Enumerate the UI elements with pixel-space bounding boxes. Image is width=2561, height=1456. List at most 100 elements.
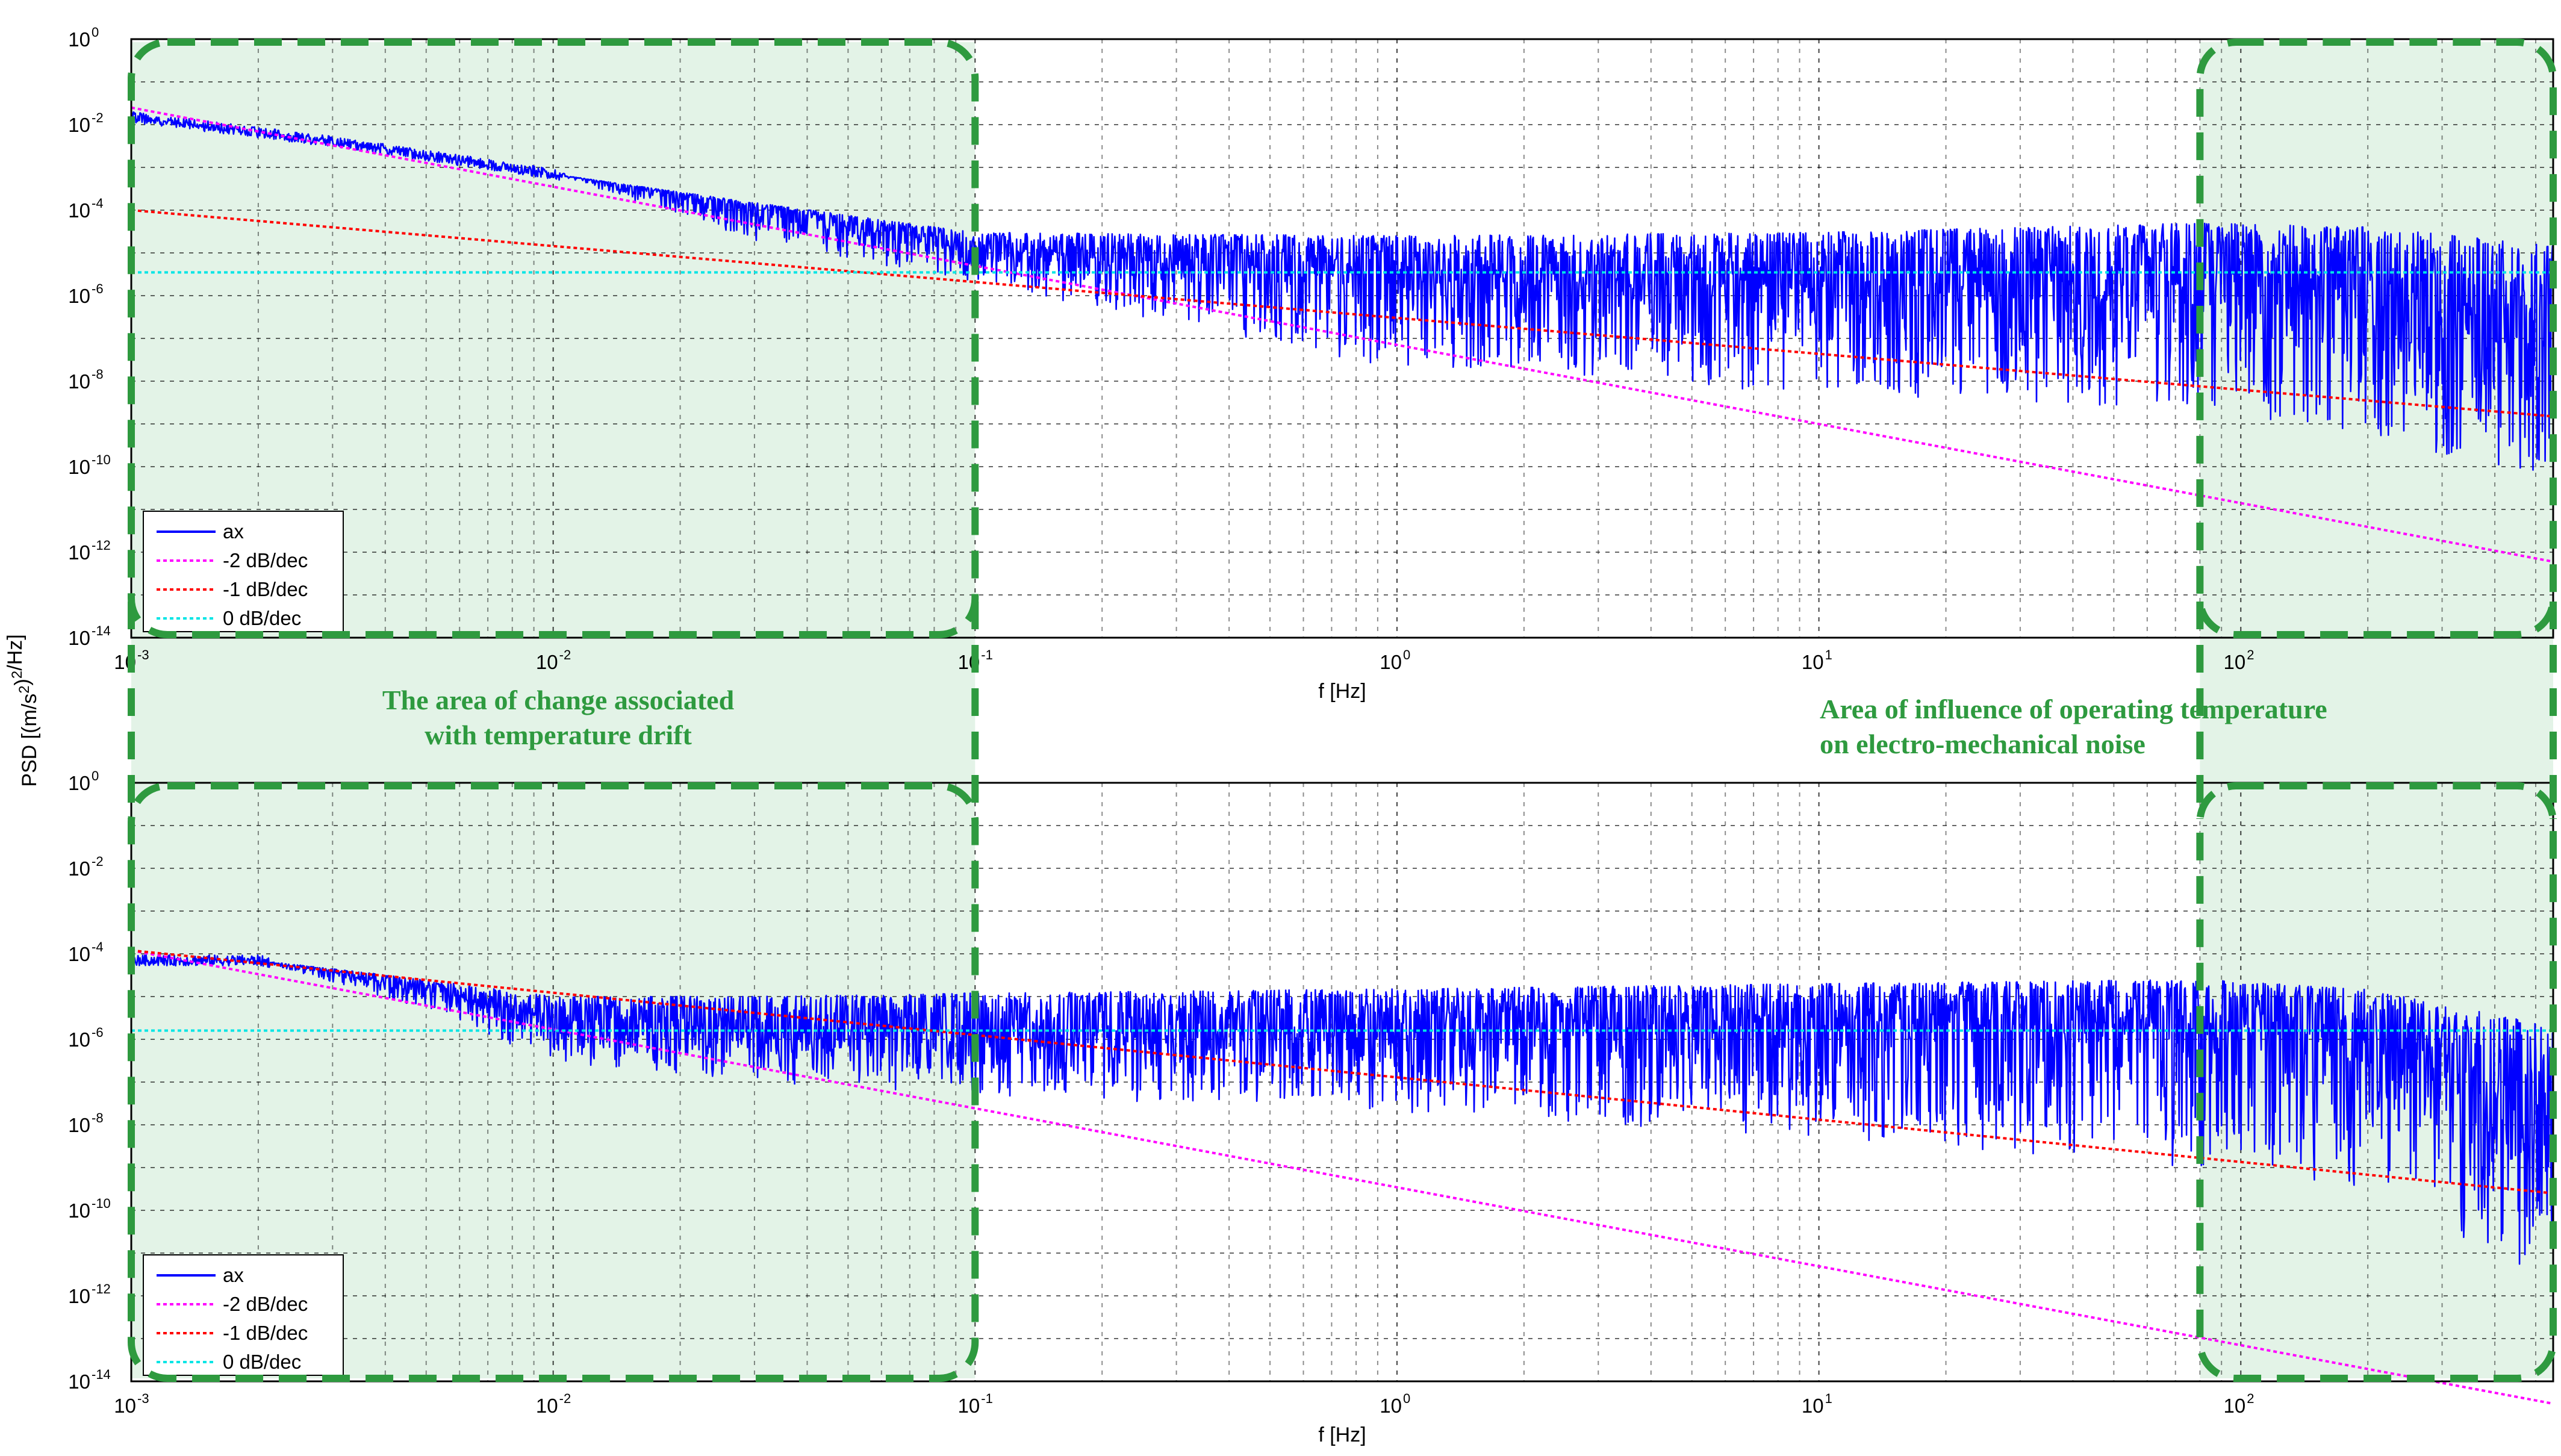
top-xtick-exp: 1 [1825,647,1832,662]
top-xtick-label: 10 1 [1802,647,1832,673]
bottom-xtick-exp: -2 [559,1391,571,1406]
top-legend: ax -2 dB/dec -1 dB/dec 0 dB/dec [143,511,344,632]
bottom-x-axis-label: f [Hz] [1318,1423,1366,1446]
top-ytick-base: 10 [68,541,90,564]
bottom-ytick-base: 10 [68,1114,90,1136]
bottom-xtick-exp: 2 [2247,1391,2254,1406]
bottom-legend-entry: -1 dB/dec [223,1322,308,1344]
top-xtick-exp: 0 [1403,647,1410,662]
top-ytick-exp: -2 [92,110,104,125]
bottom-legend-entry: ax [223,1264,244,1286]
bottom-legend-entry: 0 dB/dec [223,1351,301,1373]
top-ytick-exp: -12 [92,538,111,553]
bottom-xtick-base: 10 [2224,1395,2246,1417]
y-axis-label: PSD [(m/s2)2/Hz] [4,634,41,786]
top-ytick-base: 10 [68,370,90,393]
bottom-ytick-label: 10 0 [68,768,99,794]
bottom-series-1-db-dec [131,949,2554,1195]
bottom-xtick-base: 10 [114,1395,136,1417]
top-ytick-label: 10 -10 [68,452,111,478]
top-xtick-base: 10 [1380,651,1402,673]
bottom-legend-entry: -2 dB/dec [223,1293,308,1315]
top-ytick-label: 10 -14 [68,623,111,649]
top-x-axis-label: f [Hz] [1318,680,1366,703]
top-xtick-base: 10 [536,651,558,673]
bottom-ytick-base: 10 [68,1028,90,1051]
top-ytick-base: 10 [68,456,90,478]
y-axis-label-text: PSD [(m/s2)2/Hz] [4,634,41,786]
bottom-xtick-label: 10 1 [1802,1391,1832,1417]
top-ytick-exp: 0 [92,25,99,40]
top-ytick-label: 10 0 [68,25,99,51]
top-series-1-db-dec [131,209,2554,418]
bottom-ytick-label: 10 -2 [68,854,103,880]
top-legend-entry: -1 dB/dec [223,578,308,600]
bottom-xtick-label: 10 -3 [114,1391,149,1417]
bottom-ytick-exp: 0 [92,768,99,783]
top-series-2-db-dec [131,106,2554,563]
top-ytick-base: 10 [68,627,90,649]
bottom-xtick-exp: -3 [137,1391,149,1406]
top-xtick-exp: -1 [981,647,993,662]
right-region-label-line1: Area of influence of operating temperatu… [1820,694,2327,724]
bottom-ytick-label: 10 -10 [68,1196,111,1222]
top-ytick-base: 10 [68,199,90,222]
bottom-series-ax [130,954,2554,1265]
bottom-ytick-label: 10 -14 [68,1367,111,1393]
bottom-xtick-exp: 1 [1825,1391,1832,1406]
left-highlight-border-bottom [128,782,979,1382]
right-region-label-line2: on electro-mechanical noise [1820,729,2146,759]
top-ytick-base: 10 [68,114,90,136]
top-ytick-label: 10 -8 [68,367,103,393]
bottom-xtick-exp: 0 [1403,1391,1410,1406]
bottom-ytick-label: 10 -4 [68,939,103,965]
bottom-xtick-label: 10 -1 [958,1391,993,1417]
bottom-ytick-base: 10 [68,1285,90,1307]
right-highlight-border-bottom [2196,782,2557,1382]
bottom-ytick-exp: -14 [92,1367,111,1382]
top-xtick-exp: 2 [2247,647,2254,662]
bottom-ytick-base: 10 [68,857,90,880]
bottom-xtick-base: 10 [1802,1395,1824,1417]
bottom-ytick-label: 10 -6 [68,1025,103,1051]
top-xtick-label: 10 0 [1380,647,1410,673]
bottom-ytick-base: 10 [68,772,90,794]
top-xtick-exp: -3 [137,647,149,662]
top-xtick-base: 10 [2224,651,2246,673]
bottom-xtick-label: 10 2 [2224,1391,2254,1417]
bottom-ytick-exp: -12 [92,1281,111,1296]
highlight-region-borders [128,39,2557,1382]
top-ytick-exp: -14 [92,623,111,638]
top-ytick-label: 10 -6 [68,281,103,307]
top-legend-entry: ax [223,520,244,543]
bottom-xtick-label: 10 -2 [536,1391,571,1417]
right-highlight-border-top [2196,39,2557,638]
bottom-ytick-base: 10 [68,1199,90,1222]
left-highlight-border-top [128,39,979,638]
top-ytick-label: 10 -4 [68,196,103,222]
top-xtick-label: 10 -2 [536,647,571,673]
bottom-ytick-label: 10 -12 [68,1281,111,1307]
top-ytick-exp: -6 [92,281,104,296]
bottom-xtick-base: 10 [958,1395,980,1417]
bottom-ytick-exp: -8 [92,1110,104,1125]
top-legend-entry: 0 dB/dec [223,607,301,629]
top-xtick-exp: -2 [559,647,571,662]
left-region-label-line2: with temperature drift [425,720,692,750]
bottom-ytick-exp: -4 [92,939,104,954]
top-series-ax [130,111,2554,471]
top-ytick-exp: -10 [92,452,111,467]
top-ytick-exp: -4 [92,196,104,211]
bottom-xtick-exp: -1 [981,1391,993,1406]
top-legend-entry: -2 dB/dec [223,549,308,571]
top-ytick-base: 10 [68,28,90,51]
annotations: The area of change associated with tempe… [382,685,2327,759]
left-region-label-line1: The area of change associated [382,685,735,715]
bottom-xtick-base: 10 [536,1395,558,1417]
bottom-ytick-exp: -2 [92,854,104,869]
bottom-ytick-exp: -6 [92,1025,104,1040]
top-xtick-label: 10 2 [2224,647,2254,673]
